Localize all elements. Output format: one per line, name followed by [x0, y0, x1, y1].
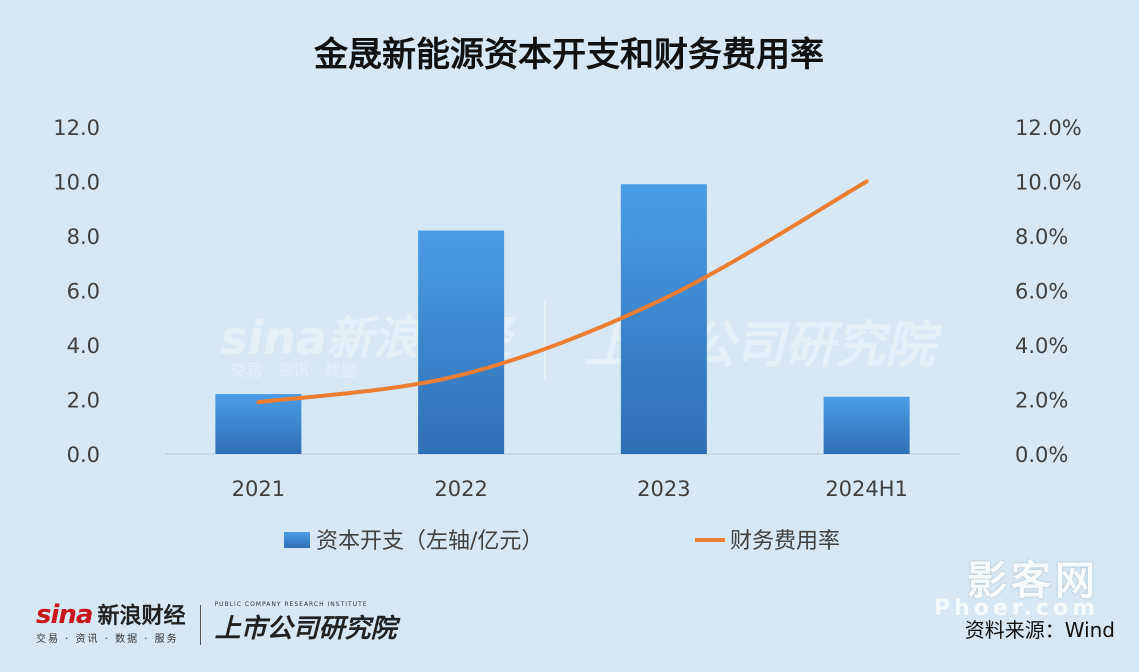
institute-brand: PUBLIC COMPANY RESEARCH INSTITUTE 上市公司研究… [215, 601, 397, 645]
chart-title: 金晟新能源资本开支和财务费用率 [313, 35, 824, 75]
legend-bar-label: 资本开支（左轴/亿元） [316, 529, 543, 554]
right-axis: 0.0% 2.0% 4.0% 6.0% 8.0% 10.0% 12.0% [1015, 116, 1082, 467]
right-tick-label: 0.0% [1015, 443, 1068, 467]
right-tick-label: 10.0% [1015, 171, 1082, 195]
corner-watermark-sub: Phoer.com [934, 596, 1099, 621]
line-path [256, 179, 869, 405]
watermark-brand-sub: 交易 · 资讯 · 数据 [230, 361, 357, 380]
right-tick-label: 2.0% [1015, 389, 1068, 413]
left-tick-label: 0.0 [67, 443, 100, 467]
chart-svg: 金晟新能源资本开支和财务费用率 0.02.04.06.08.010.012.0 … [53, 35, 1082, 554]
institute-sub: PUBLIC COMPANY RESEARCH INSTITUTE [214, 601, 368, 608]
left-tick-label: 8.0 [67, 225, 100, 249]
legend-line-label: 财务费用率 [730, 529, 840, 554]
left-tick-label: 12.0 [53, 116, 100, 140]
right-tick-label: 12.0% [1015, 116, 1082, 140]
right-tick-label: 6.0% [1015, 280, 1068, 304]
institute-name: 上市公司研究院 [214, 614, 397, 644]
left-tick-label: 10.0 [53, 171, 100, 195]
sina-name: 新浪财经 [97, 604, 186, 629]
sina-sub: 交易 · 资讯 · 数据 · 服务 [36, 634, 179, 645]
source-note: 资料来源：Wind [964, 618, 1115, 642]
sina-logo: sina [36, 600, 93, 630]
bar [418, 230, 505, 454]
left-tick-label: 6.0 [67, 280, 100, 304]
legend-bar-swatch [284, 532, 310, 548]
right-tick-label: 4.0% [1015, 334, 1068, 358]
bar [823, 396, 910, 454]
left-tick-label: 4.0 [67, 334, 100, 358]
x-tick-label: 2024H1 [825, 477, 908, 501]
brand-divider [199, 605, 201, 645]
left-tick-label: 2.0 [67, 389, 100, 413]
corner-watermark: 影客网 [967, 558, 1099, 604]
x-tick-label: 2021 [232, 477, 285, 501]
bar-series [215, 184, 910, 454]
bar [620, 184, 707, 454]
left-axis: 0.0 2.0 4.0 6.0 8.0 10.0 12.0 [53, 116, 100, 467]
sina-brand: sina 新浪财经 交易 · 资讯 · 数据 · 服务 [36, 598, 186, 645]
x-axis-labels: 2021 2022 2023 2024H1 [232, 477, 908, 501]
x-tick-label: 2022 [434, 477, 487, 501]
right-tick-label: 8.0% [1015, 225, 1068, 249]
watermark: sina新浪财经 交易 · 资讯 · 数据 上市公司研究院 [220, 300, 943, 380]
x-tick-label: 2023 [637, 477, 690, 501]
legend: 资本开支（左轴/亿元） 财务费用率 [284, 529, 840, 554]
footer-brand: sina 新浪财经 交易 · 资讯 · 数据 · 服务 PUBLIC COMPA… [36, 598, 397, 645]
line-series [256, 179, 869, 405]
